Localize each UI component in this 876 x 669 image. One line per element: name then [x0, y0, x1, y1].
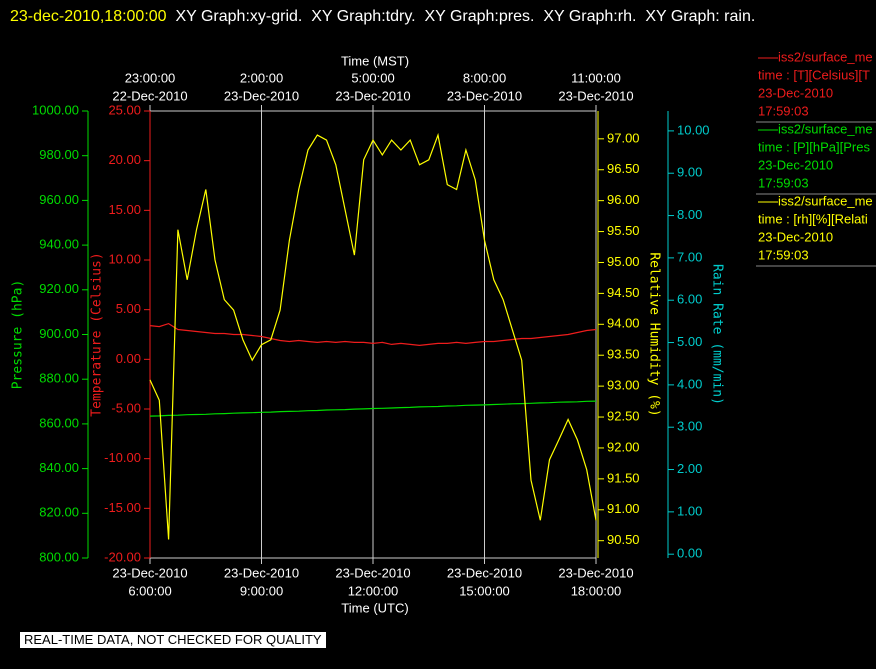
y-tick-label: 1000.00 — [32, 102, 79, 117]
x-tick-label: 18:00:00 — [571, 583, 622, 598]
y-tick-label: 97.00 — [607, 130, 640, 145]
series-line — [149, 400, 597, 417]
y-tick-label: 94.50 — [607, 285, 640, 300]
x-tick-label: 23-Dec-2010 — [224, 565, 299, 580]
x2-tick-label: 23:00:00 — [125, 70, 176, 85]
y-tick-label: 880.00 — [39, 371, 79, 386]
y-tick-label: 91.00 — [607, 501, 640, 516]
x-tick-label: 23-Dec-2010 — [447, 565, 522, 580]
legend-date: 23-Dec-2010 — [758, 157, 833, 172]
legend-time: 17:59:03 — [758, 247, 809, 262]
x2-tick-label: 5:00:00 — [351, 70, 394, 85]
chart-subtitle: XY Graph:xy-grid. XY Graph:tdry. XY Grap… — [175, 8, 756, 25]
y-tick-label: 92.50 — [607, 408, 640, 423]
y-tick-label: 25.00 — [108, 102, 141, 117]
x2-tick-label: 23-Dec-2010 — [558, 88, 633, 103]
y-tick-label: 840.00 — [39, 460, 79, 475]
x2-tick-label: 8:00:00 — [463, 70, 506, 85]
legend-time: 17:59:03 — [758, 103, 809, 118]
y-tick-label: 9.00 — [677, 165, 702, 180]
legend-name: iss2/surface_me — [778, 121, 873, 136]
chart-title: 23-dec-2010,18:00:00 — [10, 8, 167, 25]
header: 23-dec-2010,18:00:00 XY Graph:xy-grid. X… — [10, 2, 860, 31]
legend-date: 23-Dec-2010 — [758, 85, 833, 100]
y-tick-label: 960.00 — [39, 192, 79, 207]
y-tick-label: 15.00 — [108, 202, 141, 217]
x2-tick-label: 2:00:00 — [240, 70, 283, 85]
y-tick-label: 2.00 — [677, 461, 702, 476]
y-tick-label: 5.00 — [677, 334, 702, 349]
legend-name: iss2/surface_me — [778, 49, 873, 64]
legend-time: 17:59:03 — [758, 175, 809, 190]
y-tick-label: 91.50 — [607, 470, 640, 485]
y-tick-label: 0.00 — [116, 351, 141, 366]
y-tick-label: 800.00 — [39, 549, 79, 564]
y-tick-label: 920.00 — [39, 281, 79, 296]
x2-tick-label: 23-Dec-2010 — [335, 88, 410, 103]
y-tick-label: 90.50 — [607, 532, 640, 547]
x-tick-label: 23-Dec-2010 — [112, 565, 187, 580]
x2-tick-label: 22-Dec-2010 — [112, 88, 187, 103]
y-tick-label: 95.50 — [607, 223, 640, 238]
series-line — [149, 322, 597, 347]
x-tick-label: 23-Dec-2010 — [335, 565, 410, 580]
x-tick-label: 9:00:00 — [240, 583, 283, 598]
y-tick-label: 94.00 — [607, 316, 640, 331]
y-tick-label: 5.00 — [116, 301, 141, 316]
y-tick-label: 96.00 — [607, 192, 640, 207]
y-tick-label: 4.00 — [677, 376, 702, 391]
y-tick-label: 96.50 — [607, 161, 640, 176]
y-tick-label: 20.00 — [108, 152, 141, 167]
y-tick-label: 860.00 — [39, 415, 79, 430]
y-axis-label: Rain Rate (mm/min) — [710, 264, 725, 405]
legend-name: iss2/surface_me — [778, 193, 873, 208]
y-tick-label: 940.00 — [39, 237, 79, 252]
x2-tick-label: 23-Dec-2010 — [447, 88, 522, 103]
y-tick-label: 0.00 — [677, 546, 702, 561]
x-tick-label: 15:00:00 — [459, 583, 510, 598]
y-tick-label: 820.00 — [39, 505, 79, 520]
x-tick-label: 6:00:00 — [128, 583, 171, 598]
y-tick-label: -20.00 — [104, 549, 141, 564]
y-axis-label: Temperature (Celsius) — [90, 252, 105, 416]
quality-note: REAL-TIME DATA, NOT CHECKED FOR QUALITY — [20, 632, 326, 648]
y-tick-label: 900.00 — [39, 326, 79, 341]
legend-text: time : [P][hPa][Pres — [758, 139, 870, 154]
y-tick-label: -15.00 — [104, 500, 141, 515]
y-tick-label: 1.00 — [677, 503, 702, 518]
series-line — [149, 132, 597, 540]
x-axis-label: Time (UTC) — [341, 600, 408, 615]
y-tick-label: 7.00 — [677, 249, 702, 264]
y-tick-label: -10.00 — [104, 450, 141, 465]
y-tick-label: 10.00 — [108, 251, 141, 266]
y-axis-label: Relative Humidity (%) — [647, 252, 662, 416]
y-tick-label: 980.00 — [39, 147, 79, 162]
legend-text: time : [rh][%][Relati — [758, 211, 868, 226]
y-tick-label: 92.00 — [607, 439, 640, 454]
legend-text: time : [T][Celsius][T — [758, 67, 870, 82]
y-tick-label: 6.00 — [677, 292, 702, 307]
x2-axis-label: Time (MST) — [341, 53, 409, 68]
legend-date: 23-Dec-2010 — [758, 229, 833, 244]
x2-tick-label: 23-Dec-2010 — [224, 88, 299, 103]
x-tick-label: 12:00:00 — [348, 583, 399, 598]
y-tick-label: 8.00 — [677, 207, 702, 222]
y-axis-label: Pressure (hPa) — [11, 280, 26, 390]
x-tick-label: 23-Dec-2010 — [558, 565, 633, 580]
y-tick-label: 10.00 — [677, 122, 710, 137]
y-tick-label: 95.00 — [607, 254, 640, 269]
x2-tick-label: 11:00:00 — [571, 70, 621, 85]
y-tick-label: 93.50 — [607, 347, 640, 362]
y-tick-label: -5.00 — [111, 400, 141, 415]
y-tick-label: 3.00 — [677, 419, 702, 434]
y-tick-label: 93.00 — [607, 378, 640, 393]
